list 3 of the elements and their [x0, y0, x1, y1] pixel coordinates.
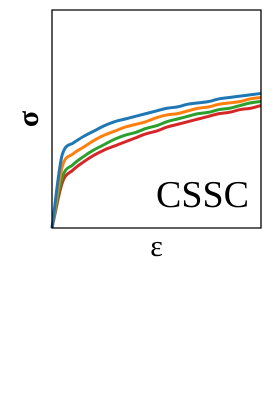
y-axis-title: σ [12, 110, 45, 128]
annotation: CSSC [156, 174, 249, 216]
x-axis-title: ε [150, 230, 163, 263]
